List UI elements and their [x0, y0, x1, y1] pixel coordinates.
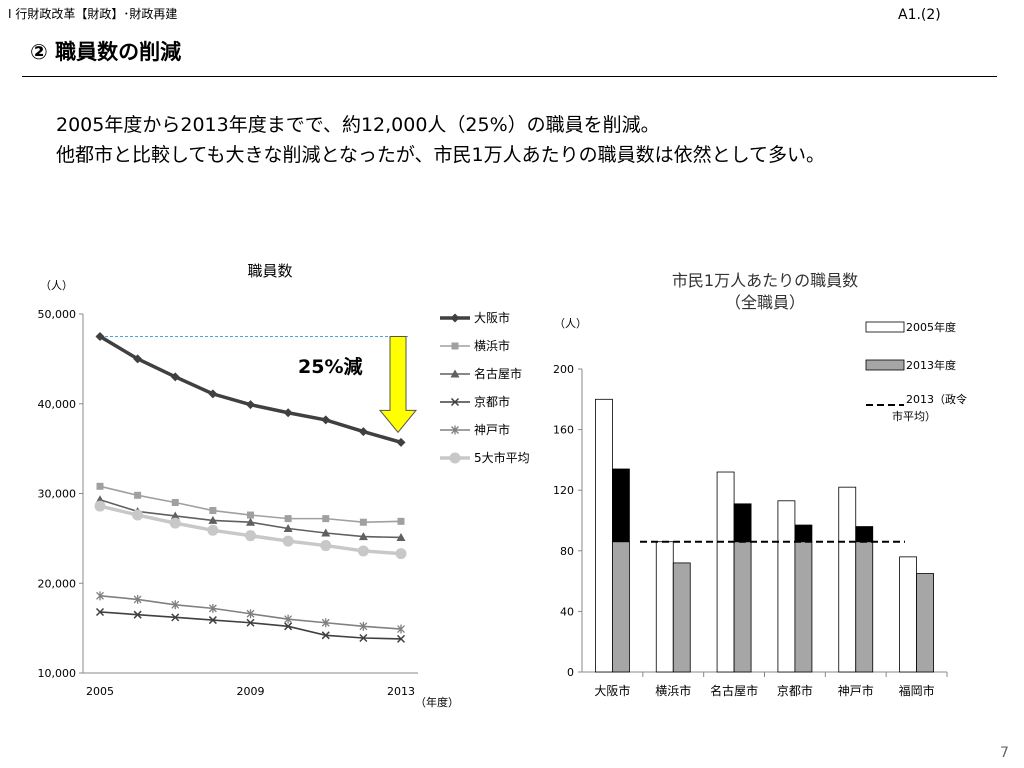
- legend-swatch-2013: [866, 360, 904, 370]
- series-2-point: [209, 507, 216, 514]
- bar-chart-y-tick-label: 40: [560, 605, 574, 618]
- legend-label-average-1: 2013（政令: [906, 392, 967, 406]
- bar-2013-excess-4: [795, 525, 812, 542]
- legend-marker-1: [451, 314, 460, 323]
- line-chart-y-tick-label: 10,000: [38, 667, 77, 680]
- legend-label-3: 名古屋市: [474, 366, 522, 381]
- series-1-point: [359, 427, 368, 436]
- series-6-point: [320, 540, 331, 551]
- line-chart-series: [95, 332, 407, 642]
- series-6-point: [132, 510, 143, 521]
- line-chart-y-tick-label: 20,000: [38, 577, 77, 590]
- line-chart-title: 職員数: [247, 262, 292, 280]
- bar-chart-category-label: 横浜市: [655, 683, 691, 698]
- series-1-point: [284, 408, 293, 417]
- series-1-point: [321, 415, 330, 424]
- summary-line-1: 2005年度から2013年度までで、約12,000人（25%）の職員を削減。: [56, 110, 825, 140]
- series-6-point: [396, 548, 407, 559]
- line-chart-x-unit: （年度）: [415, 695, 459, 709]
- bar-chart-subtitle: （全職員）: [725, 293, 805, 312]
- series-line-1: [100, 336, 401, 442]
- bar-2013-base-4: [795, 542, 812, 672]
- legend-label-5: 神戸市: [474, 422, 510, 437]
- legend-label-2005: 2005年度: [906, 320, 956, 334]
- series-6-point: [170, 518, 181, 529]
- bar-2005-1: [595, 399, 612, 672]
- bar-2013-excess-1: [612, 469, 629, 542]
- line-chart-x-tick-label: 2013: [387, 685, 415, 698]
- bar-chart-category-label: 福岡市: [899, 683, 935, 698]
- bar-chart-bars: [595, 399, 933, 672]
- line-chart-y-unit: （人）: [40, 279, 73, 292]
- bar-chart-category-label: 名古屋市: [710, 683, 758, 698]
- title-divider: [22, 76, 997, 77]
- series-6-point: [245, 530, 256, 541]
- bar-2005-3: [717, 472, 734, 672]
- summary-text: 2005年度から2013年度までで、約12,000人（25%）の職員を削減。 他…: [56, 110, 825, 170]
- bar-chart-y-tick-label: 200: [553, 363, 574, 376]
- bar-2005-2: [656, 542, 673, 672]
- bar-chart-y-tick-label: 0: [567, 666, 574, 679]
- legend-label-6: 5大市平均: [474, 450, 530, 465]
- bar-2013-base-3: [734, 542, 751, 672]
- bar-chart-y-tick-label: 120: [553, 484, 574, 497]
- legend-swatch-2005: [866, 322, 904, 332]
- bar-2013-base-5: [856, 542, 873, 672]
- legend-label-average-2: 市平均）: [892, 409, 936, 423]
- series-2-point: [97, 483, 104, 490]
- series-2-point: [172, 499, 179, 506]
- bar-2005-5: [839, 487, 856, 672]
- series-6-point: [358, 545, 369, 556]
- bar-2013-base-1: [612, 542, 629, 672]
- bar-chart-category-label: 神戸市: [838, 683, 874, 698]
- line-chart-x-tick-label: 2009: [237, 685, 265, 698]
- reduction-label: 25%減: [298, 355, 362, 378]
- legend-marker-6: [450, 453, 461, 464]
- reduction-arrow: [380, 336, 416, 432]
- line-chart-y-tick-label: 40,000: [38, 398, 77, 411]
- series-1-point: [246, 400, 255, 409]
- bar-chart-y-tick-label: 80: [560, 545, 574, 558]
- bar-2005-6: [900, 557, 917, 672]
- staff-count-line-chart: 職員数 （人） （年度） 10,000 20,000 30,000 40,000 50,…: [0, 250, 560, 720]
- legend-marker-2: [452, 343, 459, 350]
- series-2-point: [360, 519, 367, 526]
- legend-label-1: 大阪市: [474, 310, 510, 325]
- bar-2005-4: [778, 501, 795, 672]
- bar-chart-category-label: 大阪市: [594, 683, 630, 698]
- series-2-point: [322, 515, 329, 522]
- series-6-point: [95, 501, 106, 512]
- bar-2013-excess-5: [856, 527, 873, 542]
- bar-2013-2: [673, 563, 690, 672]
- line-chart-y-tick-label: 50,000: [38, 308, 77, 321]
- summary-line-2: 他都市と比較しても大きな削減となったが、市民1万人あたりの職員数は依然として多い…: [56, 140, 825, 170]
- legend-label-4: 京都市: [474, 394, 510, 409]
- series-2-point: [285, 515, 292, 522]
- series-6-point: [207, 525, 218, 536]
- page-title: ② 職員数の削減: [30, 36, 181, 66]
- series-2-point: [247, 512, 254, 519]
- bar-chart-title: 市民1万人あたりの職員数: [672, 271, 858, 290]
- breadcrumb: Ⅰ 行財政改革【財政】･財政再建: [8, 5, 177, 22]
- bar-chart-y-unit: （人）: [554, 317, 587, 330]
- staff-per-10000-bar-chart: 市民1万人あたりの職員数 （全職員） （人） 0 40 80 120 160 200 大阪市…: [540, 262, 1010, 712]
- series-2-point: [134, 492, 141, 499]
- series-2-point: [398, 518, 405, 525]
- bar-chart-category-label: 京都市: [777, 683, 813, 698]
- line-chart-y-tick-label: 30,000: [38, 488, 77, 501]
- bar-2013-excess-3: [734, 504, 751, 542]
- page-number: 7: [1000, 745, 1009, 761]
- legend-label-2: 横浜市: [474, 338, 510, 353]
- line-chart-x-tick-label: 2005: [86, 685, 114, 698]
- series-1-point: [397, 438, 406, 447]
- series-6-point: [283, 536, 294, 547]
- page-reference: A1.(2): [898, 7, 941, 23]
- legend-label-2013: 2013年度: [906, 358, 956, 372]
- bar-chart-y-tick-label: 160: [553, 424, 574, 437]
- bar-2013-6: [917, 574, 934, 672]
- reduction-arrow-shape: [380, 336, 416, 432]
